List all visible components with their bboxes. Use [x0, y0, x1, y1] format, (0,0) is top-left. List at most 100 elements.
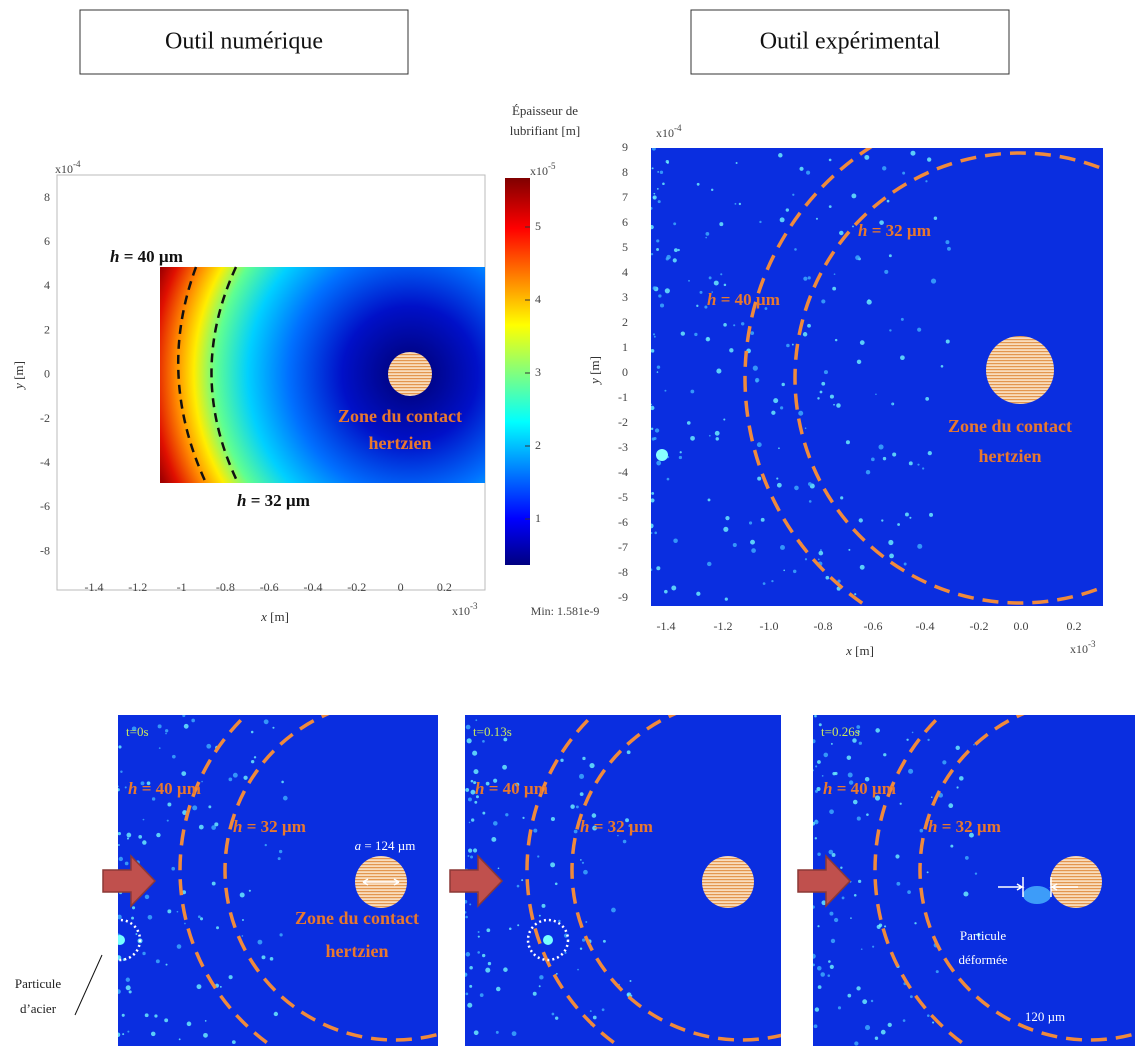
variable: a: [355, 838, 362, 853]
particle-dot: [778, 447, 780, 450]
particle-dot: [917, 543, 923, 549]
particle-dot: [841, 896, 845, 900]
contour: [178, 715, 275, 1046]
particle-dot: [657, 200, 661, 204]
particle-dot: [813, 963, 816, 967]
particle-dot: [808, 482, 812, 486]
scale-exp: -4: [73, 159, 81, 169]
particle-dot: [817, 760, 821, 764]
particle-dot: [856, 359, 862, 365]
particle-dot: [272, 726, 275, 729]
particle-dot: [140, 781, 145, 786]
particle-dot: [126, 837, 130, 840]
particle-dot: [191, 718, 195, 723]
label-text: = 40 µm: [489, 779, 548, 798]
header-box: [79, 9, 409, 75]
label: h = 32 µm: [233, 817, 306, 836]
axis-scale: x10-5: [530, 161, 556, 178]
particle-dot: [823, 370, 829, 375]
particle-dot: [889, 553, 894, 559]
x-tick-label: -1.2: [128, 580, 147, 594]
particle-dot: [550, 862, 556, 868]
particle-dot: [171, 866, 176, 871]
scale-base: x10: [1070, 642, 1088, 656]
particle-dot: [974, 872, 978, 875]
unit: [m]: [587, 356, 602, 375]
particle-dot: [243, 775, 248, 780]
particle-dot: [830, 938, 836, 944]
particle-dot: [142, 818, 145, 821]
particle-dot: [914, 922, 917, 925]
particle-dot: [656, 365, 661, 369]
particle-dot: [950, 844, 954, 848]
label: h = 32 µm: [928, 817, 1001, 836]
colorbar-min: Min: 1.581e-9: [531, 604, 600, 618]
particle-dot: [929, 512, 934, 517]
flow-arrow: [102, 854, 157, 908]
particle-dot: [125, 985, 131, 991]
particle-dot: [854, 593, 857, 596]
particle-dot: [651, 403, 652, 406]
particle-dot: [482, 740, 485, 743]
contour: [570, 715, 781, 1042]
particle-dot: [906, 738, 909, 741]
particle-dot: [909, 995, 913, 999]
particle-dot: [611, 907, 616, 913]
label: h = 40 µm: [128, 779, 201, 798]
particle-dot: [201, 780, 203, 783]
particle-dot: [696, 304, 699, 308]
particle-dot: [118, 1032, 121, 1037]
particle-dot: [465, 972, 468, 977]
particle-dot: [860, 948, 863, 950]
particle-dot: [533, 828, 538, 833]
particle-dot: [926, 157, 932, 162]
particle-dot: [892, 452, 897, 457]
variable: x: [260, 609, 267, 624]
particle-dot: [575, 805, 579, 809]
particle-dot: [142, 840, 147, 845]
particle-dot: [541, 903, 546, 908]
particle-dot: [958, 776, 964, 781]
particle-dot: [118, 856, 124, 862]
particle-dot: [806, 170, 811, 175]
particle-dot: [167, 909, 172, 914]
particle-dot: [738, 202, 742, 206]
contour: [918, 715, 1135, 1042]
axis-label: y [m]: [587, 356, 602, 386]
particle-dot: [487, 961, 492, 966]
particle-dot: [651, 532, 653, 535]
particle-dot: [818, 550, 824, 556]
particle-dot: [479, 993, 484, 998]
particle-dot: [144, 894, 150, 900]
particle-dot: [482, 811, 486, 815]
particle-dot: [947, 246, 951, 251]
particle-dot: [257, 939, 263, 945]
particle-dot: [673, 538, 678, 544]
particle-dot: [713, 280, 719, 286]
particle-dot: [508, 927, 512, 931]
particle-dot: [933, 216, 938, 220]
particle-dot: [485, 967, 491, 973]
particle-dot: [907, 890, 911, 894]
particle-dot: [150, 1031, 156, 1037]
flow-arrow: [797, 854, 852, 908]
particle-dot: [940, 365, 944, 368]
variable: h: [580, 817, 589, 836]
particle-dot: [678, 455, 683, 460]
y-tick-label: -8: [40, 543, 50, 557]
particle-dot: [680, 331, 686, 336]
particle-dot: [651, 437, 655, 441]
y-tick-label: 3: [622, 290, 628, 304]
contact-zone: [702, 856, 754, 908]
particle-dot: [585, 920, 588, 923]
particle-dot: [626, 750, 631, 755]
particle-dot: [976, 932, 981, 937]
particle-dot: [719, 222, 724, 227]
particle-dot: [764, 307, 768, 310]
particle-dot: [579, 947, 583, 950]
particle-dot: [780, 406, 784, 410]
particle-dot: [707, 498, 711, 502]
particle-dot: [651, 148, 656, 151]
scale-base: x10: [452, 604, 470, 618]
flow-arrow: [449, 854, 504, 908]
